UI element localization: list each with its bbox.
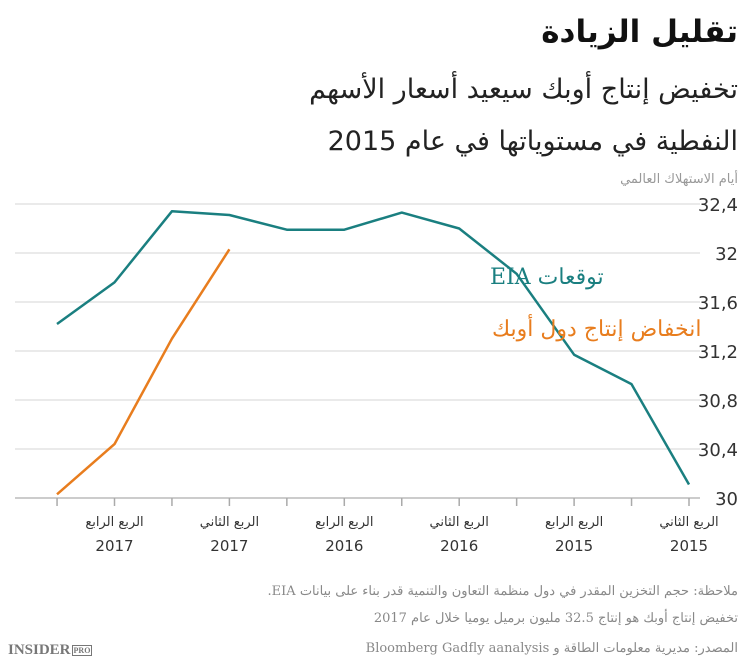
- x-tick-year: 2015: [670, 537, 708, 555]
- x-tick-year: 2016: [325, 537, 363, 555]
- x-tick-quarter: الربع الرابع: [85, 515, 143, 530]
- y-tick-label: 32,4: [698, 195, 738, 216]
- line-chart: 30 30,4 30,8 31,2 31,6 32 32,4 الربع الثاني 2015…: [15, 195, 738, 555]
- footnote-1: ملاحظة: حجم التخزين المقدر في دول منظمة …: [267, 584, 738, 599]
- y-tick-label: 30: [715, 489, 738, 510]
- y-tick-label: 32: [715, 244, 738, 265]
- y-axis-label: أيام الاستهلاك العالمي: [620, 172, 738, 187]
- x-tick-year: 2015: [555, 537, 593, 555]
- x-tick-quarter: الربع الثاني: [200, 515, 259, 530]
- y-tick-label: 30,4: [698, 440, 738, 461]
- x-tick-year: 2017: [210, 537, 248, 555]
- x-tick-quarter: الربع الثاني: [659, 515, 718, 530]
- series-line-opec: [56, 248, 231, 496]
- series-line-eia: [56, 210, 691, 486]
- footnote-2: تخفيض إنتاج أوبك هو إنتاج 32.5 مليون برم…: [373, 611, 738, 626]
- legend-label-eia: توقعات EIA: [490, 265, 604, 290]
- x-tick-year: 2017: [95, 537, 133, 555]
- x-tick-quarter: الربع الرابع: [545, 515, 603, 530]
- chart-title: تقليل الزيادة: [541, 14, 738, 50]
- legend-label-opec: انخفاض إنتاج دول أوبك: [492, 313, 701, 342]
- y-tick-label: 31,2: [698, 342, 738, 363]
- chart-subtitle-line2: النفطية في مستوياتها في عام 2015: [327, 126, 738, 157]
- x-tick-quarter: الربع الرابع: [315, 515, 373, 530]
- source-note: المصدر: مديرية معلومات الطاقة و Bloomber…: [365, 641, 738, 656]
- insider-pro-logo: INSIDER PRO: [8, 642, 93, 658]
- x-tick-year: 2016: [440, 537, 478, 555]
- y-tick-label: 30,8: [698, 391, 738, 412]
- y-tick-label: 31,6: [698, 293, 738, 314]
- x-tick-quarter: الربع الثاني: [430, 515, 489, 530]
- chart-subtitle-line1: تخفيض إنتاج أوبك سيعيد أسعار الأسهم: [309, 74, 738, 105]
